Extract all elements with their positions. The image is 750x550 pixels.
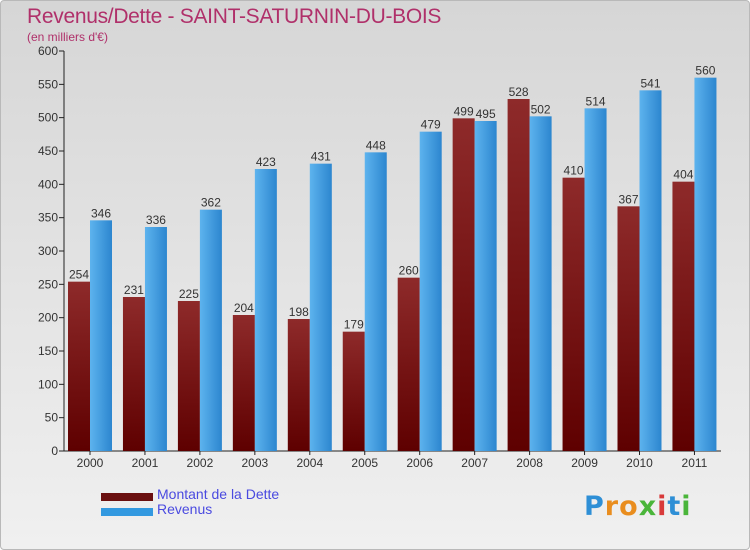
data-label-revenue: 541 xyxy=(640,76,660,90)
data-label-revenue: 431 xyxy=(311,150,331,164)
data-label-revenue: 479 xyxy=(421,118,441,132)
x-tick-label: 2002 xyxy=(187,456,214,470)
bar-revenue xyxy=(529,116,552,451)
data-label-debt: 204 xyxy=(234,301,254,315)
logo-letter: r xyxy=(604,491,620,522)
x-tick-label: 2004 xyxy=(296,456,323,470)
bar-revenue xyxy=(639,90,662,451)
bar-revenue xyxy=(144,227,167,451)
y-tick-label: 200 xyxy=(38,311,58,325)
bar-debt xyxy=(68,281,90,451)
y-tick-label: 100 xyxy=(38,377,58,391)
legend-label-revenue: Revenus xyxy=(157,501,213,517)
bar-debt xyxy=(397,277,420,451)
data-label-revenue: 336 xyxy=(146,213,166,227)
logo-letter: i xyxy=(681,491,692,522)
x-tick-label: 2003 xyxy=(241,456,268,470)
bar-revenue xyxy=(474,121,497,451)
data-label-revenue: 346 xyxy=(91,206,111,220)
y-tick-label: 300 xyxy=(38,244,58,258)
bar-debt xyxy=(342,331,365,451)
data-label-debt: 198 xyxy=(289,305,309,319)
x-tick-label: 2005 xyxy=(351,456,378,470)
data-label-debt: 225 xyxy=(179,287,199,301)
chart-title: Revenus/Dette - SAINT-SATURNIN-DU-BOIS xyxy=(27,5,442,28)
y-tick-label: 50 xyxy=(45,411,59,425)
y-tick-label: 250 xyxy=(38,277,58,291)
bar-debt xyxy=(562,177,585,451)
logo-letter: o xyxy=(619,491,639,522)
bar-revenue xyxy=(694,77,717,452)
logo-letter: i xyxy=(657,491,668,522)
bar-revenue xyxy=(419,131,442,451)
y-tick-label: 400 xyxy=(38,177,58,191)
x-tick-label: 2011 xyxy=(682,456,708,470)
bar-debt xyxy=(672,181,695,451)
logo-letter: P xyxy=(584,491,605,522)
y-tick-label: 150 xyxy=(38,344,58,358)
bar-debt xyxy=(122,297,145,451)
y-tick-label: 450 xyxy=(38,144,58,158)
x-tick-label: 2009 xyxy=(571,456,598,470)
y-tick-label: 550 xyxy=(38,77,58,91)
data-label-revenue: 560 xyxy=(695,64,715,78)
legend-swatch-revenue xyxy=(101,508,153,516)
logo-letter: t xyxy=(667,491,682,522)
bar-revenue xyxy=(254,169,277,451)
data-label-debt: 231 xyxy=(124,283,144,297)
x-tick-label: 2001 xyxy=(132,456,159,470)
bar-debt xyxy=(507,99,530,451)
data-label-revenue: 495 xyxy=(476,107,496,121)
data-label-revenue: 514 xyxy=(586,94,606,108)
chart-subtitle: (en milliers d'€) xyxy=(27,30,108,44)
x-tick-label: 2000 xyxy=(77,456,104,470)
y-tick-label: 500 xyxy=(38,111,58,125)
data-label-revenue: 423 xyxy=(256,155,276,169)
bar-debt xyxy=(452,118,475,451)
data-label-debt: 367 xyxy=(618,192,638,206)
bar-debt xyxy=(232,315,255,451)
data-label-revenue: 448 xyxy=(366,138,386,152)
bar-revenue xyxy=(364,152,387,452)
data-label-debt: 404 xyxy=(673,168,693,182)
legend-swatch-debt xyxy=(101,493,153,501)
bar-debt xyxy=(617,206,640,451)
bar-revenue xyxy=(584,108,607,451)
data-label-debt: 528 xyxy=(509,85,529,99)
legend-label-debt: Montant de la Dette xyxy=(157,486,280,502)
proxiti-logo: Proxiti xyxy=(584,491,692,522)
y-tick-label: 0 xyxy=(51,444,58,458)
y-tick-label: 600 xyxy=(38,44,58,58)
data-label-revenue: 502 xyxy=(531,102,551,116)
data-label-debt: 260 xyxy=(399,264,419,278)
bar-debt xyxy=(177,301,200,451)
data-label-debt: 254 xyxy=(69,268,89,282)
y-tick-label: 350 xyxy=(38,211,58,225)
x-tick-label: 2007 xyxy=(461,456,488,470)
bar-debt xyxy=(287,319,310,451)
data-label-debt: 179 xyxy=(344,318,364,332)
x-tick-label: 2010 xyxy=(626,456,653,470)
x-tick-label: 2008 xyxy=(516,456,543,470)
bar-revenue xyxy=(309,163,332,451)
data-label-revenue: 362 xyxy=(201,196,221,210)
data-label-debt: 410 xyxy=(564,164,584,178)
bar-revenue xyxy=(90,220,112,451)
bar-revenue xyxy=(199,209,222,451)
data-label-debt: 499 xyxy=(454,104,474,118)
x-tick-label: 2006 xyxy=(406,456,433,470)
logo-letter: x xyxy=(638,491,658,522)
